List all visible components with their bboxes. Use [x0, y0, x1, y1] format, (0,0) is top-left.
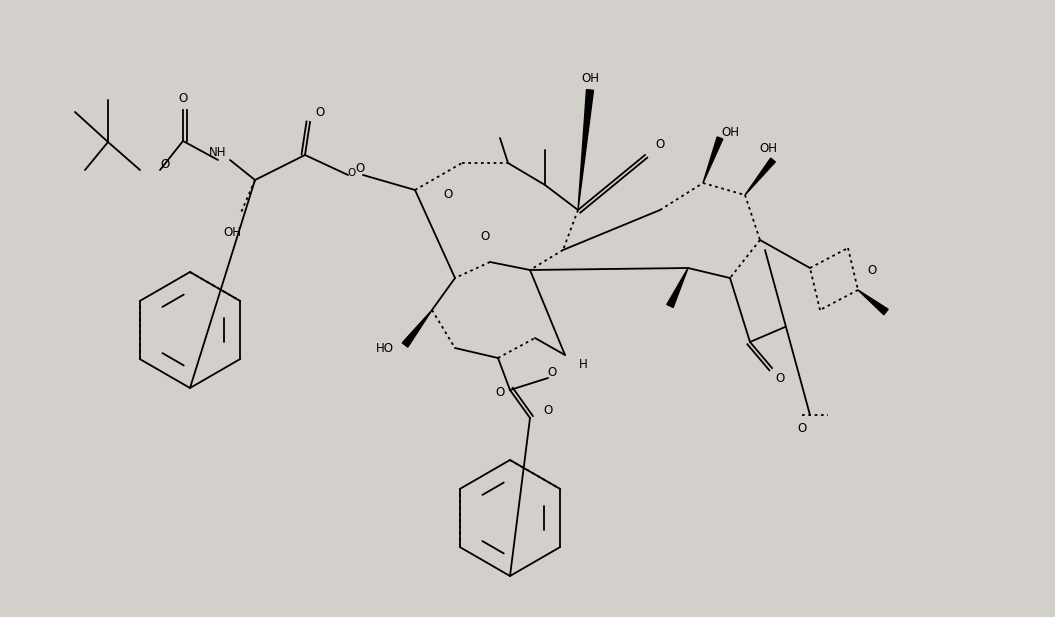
Text: O: O — [543, 404, 553, 416]
Polygon shape — [578, 89, 594, 210]
Text: O: O — [867, 263, 877, 276]
Text: NH: NH — [209, 146, 227, 160]
Text: O: O — [798, 421, 807, 434]
Text: O: O — [496, 386, 504, 399]
Text: O: O — [178, 93, 188, 106]
Text: O: O — [356, 162, 365, 175]
Text: O: O — [548, 366, 557, 379]
Text: HO: HO — [376, 341, 394, 355]
Polygon shape — [745, 158, 775, 195]
Text: O: O — [443, 189, 453, 202]
Polygon shape — [667, 268, 688, 307]
Text: O: O — [655, 138, 665, 152]
Text: OH: OH — [721, 125, 738, 138]
Text: OH: OH — [223, 225, 241, 239]
Text: O: O — [347, 168, 356, 178]
Text: O: O — [315, 106, 325, 118]
Text: O: O — [775, 371, 785, 384]
Text: OH: OH — [581, 72, 599, 85]
Polygon shape — [402, 310, 431, 347]
Text: O: O — [480, 231, 490, 244]
Text: H: H — [578, 358, 588, 371]
Polygon shape — [858, 290, 888, 315]
Polygon shape — [703, 137, 723, 183]
Text: OH: OH — [759, 141, 776, 154]
Text: O: O — [160, 159, 170, 172]
